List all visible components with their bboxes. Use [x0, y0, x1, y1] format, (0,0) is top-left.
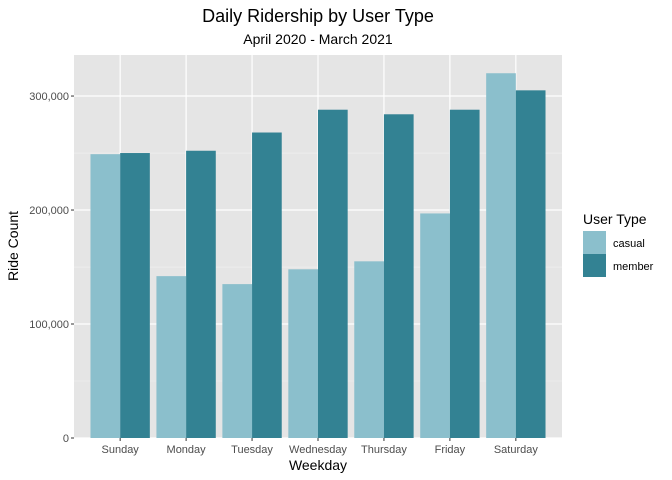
bar-casual-thursday	[354, 261, 384, 438]
legend: User Type casual member	[583, 211, 654, 277]
bar-member-sunday	[120, 153, 150, 438]
x-tick-label: Friday	[435, 444, 466, 456]
chart-subtitle: April 2020 - March 2021	[243, 31, 393, 47]
chart-title: Daily Ridership by User Type	[202, 6, 434, 26]
bar-member-tuesday	[252, 132, 282, 438]
bar-casual-sunday	[90, 154, 121, 438]
y-tick-label: 300,000	[29, 91, 69, 103]
bar-member-wednesday	[318, 109, 348, 438]
y-tick-label: 0	[63, 433, 69, 445]
bar-member-thursday	[383, 114, 414, 439]
bar-member-friday	[449, 109, 480, 438]
x-tick-label: Sunday	[102, 444, 140, 456]
x-tick-label: Tuesday	[231, 444, 273, 456]
legend-label-casual: casual	[613, 238, 645, 250]
bars	[90, 73, 546, 439]
y-tick-label: 100,000	[29, 319, 69, 331]
x-axis: Sunday Monday Tuesday Wednesday Thursday Frid…	[102, 438, 539, 456]
legend-key-member	[583, 254, 606, 277]
x-tick-label: Thursday	[361, 444, 407, 456]
bar-member-saturday	[515, 90, 546, 439]
x-tick-label: Saturday	[494, 444, 539, 456]
legend-title: User Type	[583, 211, 647, 227]
bar-casual-monday	[156, 276, 187, 438]
y-tick-label: 200,000	[29, 205, 69, 217]
x-tick-label: Wednesday	[289, 444, 347, 456]
x-axis-title: Weekday	[289, 457, 347, 473]
x-tick-label: Monday	[167, 444, 207, 456]
legend-key-casual	[583, 231, 606, 254]
bar-casual-saturday	[486, 73, 516, 438]
bar-member-monday	[186, 150, 216, 438]
bar-casual-wednesday	[288, 269, 318, 438]
y-axis-title: Ride Count	[5, 211, 21, 281]
legend-label-member: member	[613, 261, 654, 273]
bar-casual-friday	[420, 213, 450, 438]
bar-casual-tuesday	[222, 284, 253, 438]
y-axis: 0 100,000 200,000 300,000	[29, 91, 74, 445]
